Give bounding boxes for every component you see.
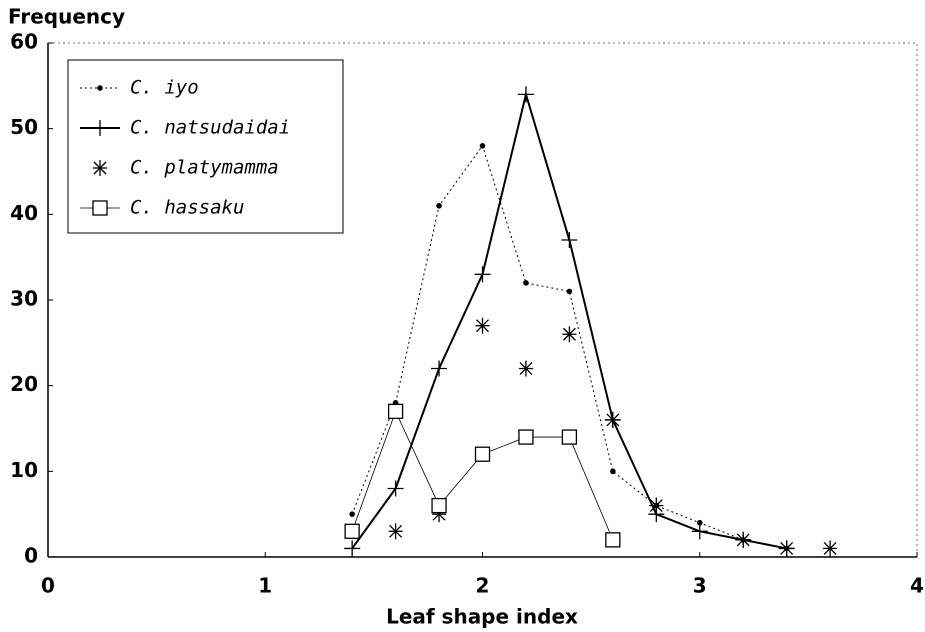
marker-star <box>562 326 577 343</box>
marker-stroke <box>562 327 576 341</box>
marker-stroke <box>606 413 620 427</box>
marker-square <box>605 532 621 548</box>
legend-label: C. hassaku <box>130 197 244 219</box>
y-tick-label: 40 <box>10 201 38 225</box>
marker-square <box>387 403 404 420</box>
marker-stroke <box>649 499 663 513</box>
marker-star <box>823 540 838 557</box>
marker-square <box>474 446 491 462</box>
x-axis-label: Leaf shape index <box>386 605 578 629</box>
marker-square <box>344 523 360 539</box>
marker-plus <box>344 540 361 557</box>
marker-star <box>605 411 620 428</box>
marker-plus <box>517 86 534 103</box>
x-tick-label: 2 <box>476 574 490 598</box>
marker-stroke <box>93 161 107 175</box>
marker-star <box>388 523 403 540</box>
marker-square <box>518 429 534 445</box>
y-axis-label: Frequency <box>8 5 125 29</box>
marker-dot <box>523 280 529 286</box>
marker-dot <box>566 288 573 295</box>
marker-stroke <box>736 533 750 547</box>
legend-label: C. iyo <box>130 77 199 99</box>
marker-dot <box>436 202 442 209</box>
marker-dot <box>97 85 103 91</box>
marker-star <box>649 497 664 514</box>
marker-dot <box>610 468 616 475</box>
y-tick-label: 50 <box>10 115 38 139</box>
marker-square <box>344 523 360 539</box>
marker-dot <box>610 468 616 475</box>
y-tick-label: 20 <box>10 372 38 396</box>
marker-stroke <box>389 524 403 538</box>
plot-frame <box>47 42 918 558</box>
marker-star <box>93 160 107 176</box>
marker-square <box>605 532 621 548</box>
marker-dot <box>479 143 486 149</box>
marker-plus <box>387 480 404 497</box>
marker-dot <box>523 280 529 286</box>
marker-stroke <box>780 541 794 555</box>
marker-star <box>779 540 794 557</box>
marker-plus <box>431 360 448 377</box>
x-tick-label: 1 <box>258 574 272 598</box>
y-tick-label: 10 <box>10 458 38 482</box>
marker-square <box>518 429 534 445</box>
marker-square <box>92 200 108 216</box>
legend-box <box>67 59 344 234</box>
series-line <box>351 144 787 549</box>
marker-square <box>431 497 447 514</box>
marker-dot <box>436 202 442 209</box>
marker-square <box>474 446 491 462</box>
y-tick-label: 0 <box>24 544 38 568</box>
marker-stroke <box>476 319 489 333</box>
marker-dot <box>97 85 103 91</box>
marker-square <box>561 429 578 445</box>
legend-label: C. natsudaidai <box>130 117 290 139</box>
marker-dot <box>479 143 486 149</box>
legend-label: C. platymamma <box>130 157 279 179</box>
marker-square <box>92 200 108 216</box>
marker-star <box>475 317 490 334</box>
series-line <box>351 90 787 550</box>
marker-plus <box>92 120 108 136</box>
marker-star <box>736 531 751 548</box>
marker-dot <box>696 519 703 526</box>
x-tick-label: 4 <box>910 574 924 598</box>
marker-plus <box>561 232 578 249</box>
marker-square <box>431 497 447 514</box>
y-tick-label: 30 <box>10 287 38 311</box>
marker-star <box>518 360 533 377</box>
marker-stroke <box>823 541 837 555</box>
marker-square <box>387 403 404 420</box>
marker-plus <box>474 266 491 283</box>
x-tick-label: 0 <box>41 574 55 598</box>
marker-dot <box>566 288 573 295</box>
x-tick-label: 3 <box>693 574 707 598</box>
marker-square <box>561 429 578 445</box>
marker-plus <box>691 523 708 540</box>
marker-dot <box>349 511 355 517</box>
marker-stroke <box>519 362 533 375</box>
marker-dot <box>696 519 703 526</box>
y-tick-label: 60 <box>10 30 38 54</box>
marker-dot <box>349 511 355 517</box>
